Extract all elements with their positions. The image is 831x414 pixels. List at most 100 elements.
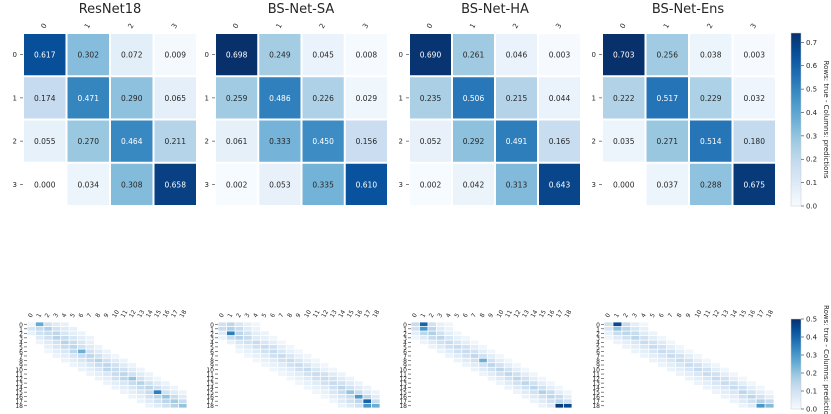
heatmap-cell: [136, 358, 145, 363]
heatmap-cell: [94, 385, 103, 390]
heatmap-cell: [86, 331, 94, 336]
heatmap-cell: [693, 354, 703, 358]
x-tick-label: 12: [320, 309, 330, 319]
heatmap-cell: [693, 331, 703, 336]
heatmap-cell: [555, 381, 564, 385]
x-tick-label: 2: [428, 312, 436, 319]
heatmap-cell: [371, 345, 380, 349]
x-tick-label: 2: [44, 312, 52, 319]
heatmap-cell: [479, 399, 487, 404]
heatmap-cell: [371, 381, 380, 385]
heatmap-cell: [269, 340, 278, 345]
heatmap-cell: [765, 345, 774, 349]
heatmap-cell: [756, 345, 765, 349]
heatmap-cell: [640, 390, 649, 395]
heatmap-cell: [445, 394, 453, 399]
heatmap-cell: [69, 354, 78, 358]
heatmap-cell: [278, 385, 286, 390]
heatmap-cell: [640, 358, 649, 363]
heatmap-cell: [462, 331, 470, 336]
heatmap-cell: [747, 354, 756, 358]
heatmap-cell: [226, 403, 235, 408]
heatmap-cell: [286, 403, 295, 408]
heatmap-cell: [640, 326, 649, 331]
heatmap-cell: [278, 354, 286, 358]
heatmap-cell: [428, 331, 437, 336]
cell-value-label: 0.211: [165, 137, 187, 146]
heatmap-cell: [128, 403, 137, 408]
heatmap-cell: [453, 394, 462, 399]
heatmap-cell: [295, 335, 303, 340]
heatmap-cell: [154, 163, 196, 205]
heatmap-cell: [218, 394, 227, 399]
heatmap-cell: [69, 385, 78, 390]
heatmap-cell: [513, 326, 521, 331]
panel-title-resnet18: ResNet18: [79, 2, 142, 17]
heatmap-cell: [604, 322, 613, 327]
heatmap-cell: [103, 399, 111, 404]
heatmap-cell: [145, 349, 153, 354]
heatmap-cell: [658, 399, 667, 404]
heatmap-cell: [729, 372, 738, 376]
heatmap-cell: [521, 381, 530, 385]
x-tick-label: 7: [278, 312, 286, 319]
heatmap-cell: [111, 322, 120, 327]
heatmap-cell: [667, 385, 676, 390]
heatmap-cell: [462, 345, 470, 349]
y-tick-label: 12: [15, 376, 23, 383]
heatmap-cell: [720, 335, 729, 340]
heatmap-cell: [738, 340, 747, 345]
heatmap-cell: [153, 394, 162, 399]
heatmap-cell: [530, 326, 538, 331]
x-tick-label: 1: [226, 312, 234, 319]
heatmap-cell: [371, 358, 380, 363]
heatmap-cell: [320, 326, 329, 331]
heatmap-cell: [162, 394, 170, 399]
heatmap-cell: [453, 372, 462, 376]
heatmap-cell: [44, 363, 52, 367]
heatmap-cell: [640, 381, 649, 385]
heatmap-cell: [720, 349, 729, 354]
heatmap-cell: [479, 385, 487, 390]
heatmap-cell: [521, 376, 530, 381]
heatmap-cell: [613, 363, 622, 367]
heatmap-cell: [555, 372, 564, 376]
heatmap-cell: [320, 354, 329, 358]
heatmap-cell: [756, 326, 765, 331]
heatmap-cell: [218, 322, 227, 327]
heatmap-cell: [479, 367, 487, 372]
heatmap-cell: [120, 403, 128, 408]
heatmap-cell: [684, 363, 694, 367]
heatmap-cell: [354, 326, 363, 331]
heatmap-cell: [52, 331, 61, 336]
heatmap-cell: [453, 322, 462, 327]
heatmap-cell: [622, 399, 631, 404]
heatmap-cell: [765, 403, 774, 408]
heatmap-cell: [496, 394, 504, 399]
heatmap-cell: [649, 372, 658, 376]
heatmap-cell: [153, 367, 162, 372]
heatmap-cell: [675, 335, 685, 340]
y-tick-label: 9: [210, 363, 214, 370]
heatmap-cell: [487, 403, 496, 408]
heatmap-cell: [286, 354, 295, 358]
heatmap-cell: [658, 394, 667, 399]
heatmap-cell: [235, 376, 244, 381]
heatmap-cell: [303, 345, 312, 349]
heatmap-cell: [756, 363, 765, 367]
heatmap-cell: [640, 394, 649, 399]
heatmap-cell: [302, 34, 344, 76]
heatmap-cell: [145, 376, 153, 381]
heatmap-cell: [286, 358, 295, 363]
heatmap-cell: [295, 381, 303, 385]
heatmap-cell: [86, 394, 94, 399]
heatmap-cell: [178, 340, 187, 345]
x-tick-label: 2: [235, 312, 243, 319]
heatmap-cell: [226, 322, 235, 327]
heatmap-cell: [729, 385, 738, 390]
heatmap-cell: [604, 367, 613, 372]
heatmap-cell: [329, 385, 337, 390]
cell-value-label: 0.009: [165, 51, 187, 60]
